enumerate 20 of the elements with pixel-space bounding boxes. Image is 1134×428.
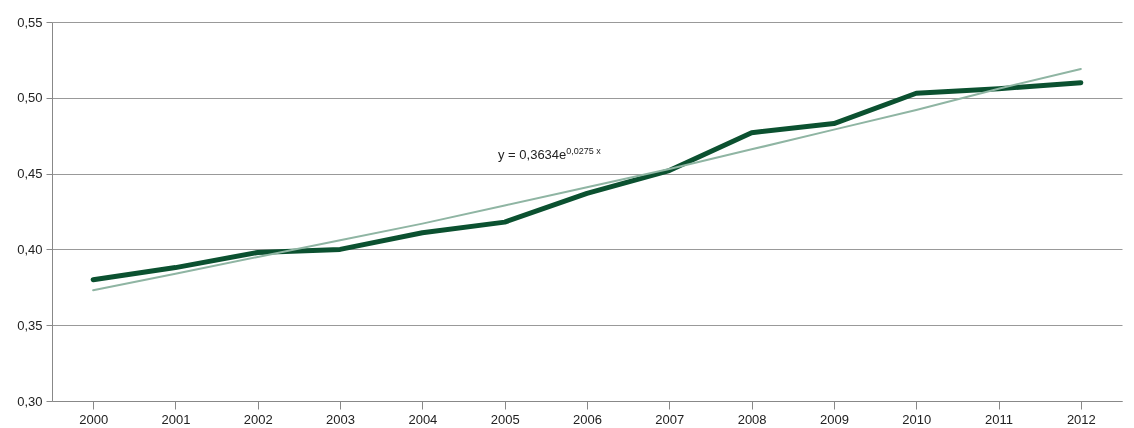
y-tick-label: 0,30 <box>17 393 43 409</box>
x-tick-label: 2007 <box>655 411 685 427</box>
x-tick-label: 2005 <box>490 411 520 427</box>
x-tick-label: 2010 <box>902 411 932 427</box>
x-tick-label: 2009 <box>819 411 849 427</box>
x-tick-label: 2001 <box>161 411 191 427</box>
x-tick-label: 2002 <box>243 411 273 427</box>
y-tick-label: 0,35 <box>17 317 43 333</box>
x-tick-label: 2008 <box>737 411 767 427</box>
y-tick-label: 0,50 <box>17 90 43 106</box>
x-tick-label: 2004 <box>408 411 438 427</box>
x-tick-label: 2006 <box>573 411 602 427</box>
x-tick-label: 2000 <box>79 411 109 427</box>
annotation: y = 0,3634e$^{0,0275 x}$ <box>498 146 601 163</box>
y-tick-label: 0,45 <box>17 166 43 182</box>
x-tick-label: 2012 <box>1066 411 1096 427</box>
y-tick-label: 0,40 <box>17 241 43 257</box>
x-tick-label: 2011 <box>985 411 1014 427</box>
y-tick-label: 0,55 <box>17 14 43 30</box>
x-tick-label: 2003 <box>326 411 356 427</box>
